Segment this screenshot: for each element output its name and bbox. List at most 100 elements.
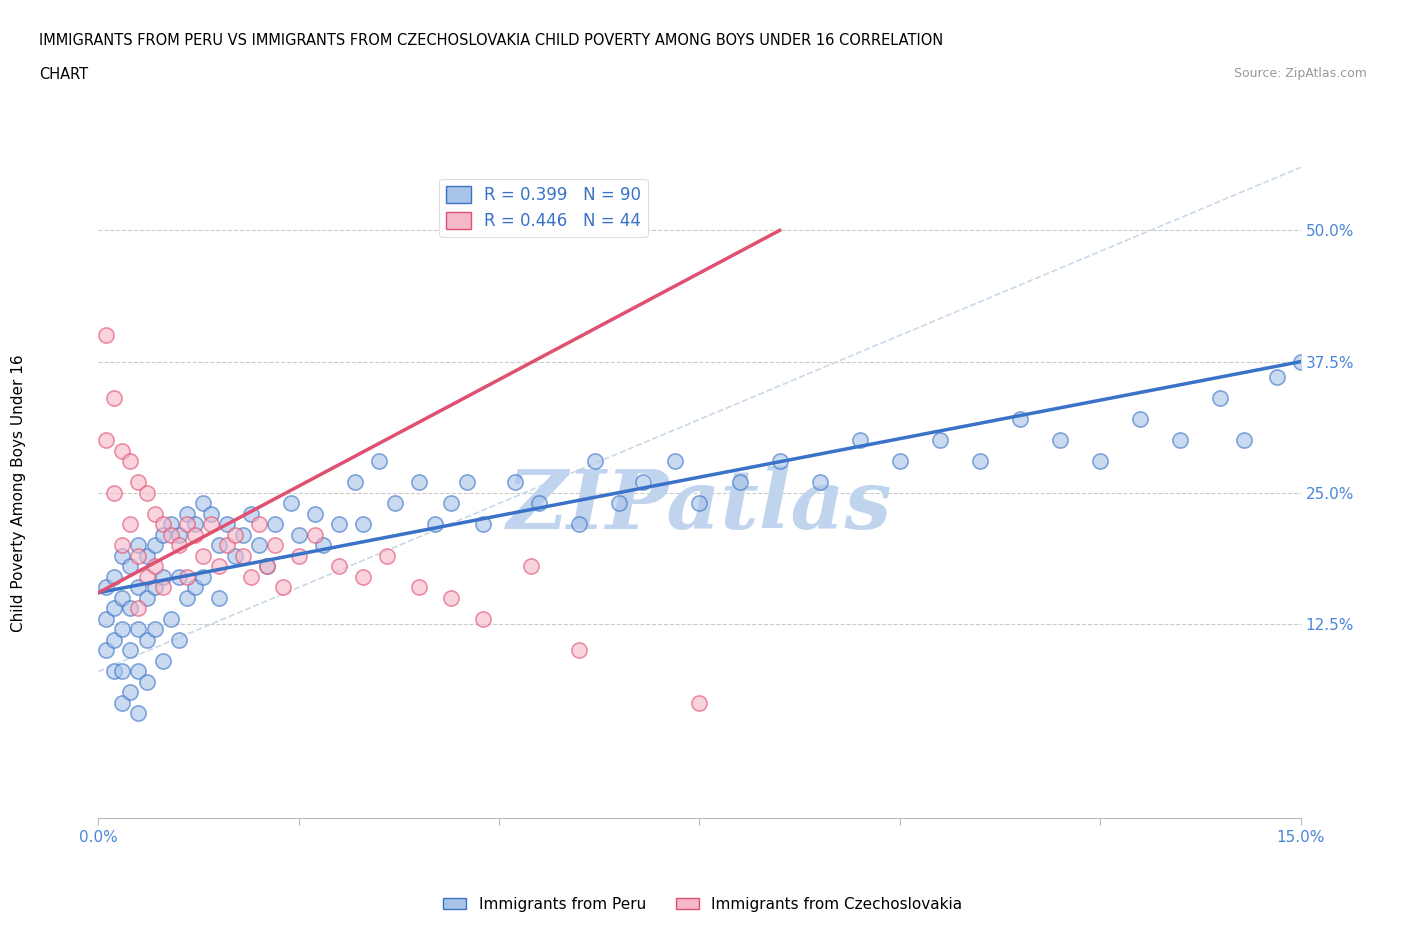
Point (328, 517, 350, 532)
Point (152, 580, 174, 595)
Point (128, 538, 150, 552)
Point (111, 591, 134, 605)
Point (929, 433, 952, 448)
Point (143, 580, 166, 595)
Point (143, 507, 166, 522)
Point (215, 538, 238, 552)
Point (183, 527, 205, 542)
Point (263, 517, 285, 532)
Point (280, 496, 302, 511)
Point (111, 664, 134, 679)
Point (239, 569, 262, 584)
Point (633, 475, 655, 490)
Point (111, 538, 134, 552)
Point (128, 664, 150, 679)
Point (423, 517, 446, 532)
Point (143, 622, 166, 637)
Point (247, 517, 270, 532)
Point (111, 444, 134, 458)
Point (96, 611, 118, 626)
Point (96, 433, 118, 448)
Point (247, 538, 270, 552)
Point (769, 454, 792, 469)
Point (191, 569, 214, 584)
Point (208, 538, 231, 552)
Point (256, 559, 278, 574)
Point (1209, 391, 1232, 405)
Point (200, 507, 222, 522)
Point (520, 559, 543, 574)
Text: ZIPatlas: ZIPatlas (506, 466, 893, 546)
Point (343, 475, 366, 490)
Point (111, 549, 134, 564)
Point (135, 549, 157, 564)
Point (1265, 370, 1288, 385)
Point (1049, 433, 1071, 448)
Point (96, 580, 118, 595)
Point (152, 569, 174, 584)
Point (183, 517, 205, 532)
Point (689, 696, 711, 711)
Point (849, 433, 872, 448)
Point (103, 632, 125, 647)
Point (103, 569, 125, 584)
Point (135, 569, 157, 584)
Point (120, 454, 142, 469)
Point (167, 569, 190, 584)
Point (159, 527, 181, 542)
Point (352, 517, 374, 532)
Point (135, 632, 157, 647)
Point (1170, 433, 1192, 448)
Point (159, 517, 181, 532)
Point (689, 496, 711, 511)
Point (135, 591, 157, 605)
Point (239, 507, 262, 522)
Point (472, 517, 495, 532)
Point (224, 527, 246, 542)
Point (128, 601, 150, 616)
Point (503, 475, 526, 490)
Point (200, 517, 222, 532)
Point (384, 496, 406, 511)
Point (159, 611, 181, 626)
Point (1010, 412, 1032, 427)
Point (1233, 433, 1256, 448)
Legend: R = 0.399   N = 90, R = 0.446   N = 44: R = 0.399 N = 90, R = 0.446 N = 44 (439, 179, 648, 237)
Point (408, 580, 430, 595)
Text: Source: ZipAtlas.com: Source: ZipAtlas.com (1233, 67, 1367, 80)
Point (120, 601, 142, 616)
Point (176, 591, 198, 605)
Point (529, 496, 551, 511)
Point (312, 538, 335, 552)
Point (808, 475, 831, 490)
Point (135, 485, 157, 500)
Point (96, 328, 118, 343)
Point (120, 685, 142, 700)
Point (103, 485, 125, 500)
Point (103, 664, 125, 679)
Point (352, 569, 374, 584)
Point (143, 538, 166, 552)
Text: IMMIGRANTS FROM PERU VS IMMIGRANTS FROM CZECHOSLOVAKIA CHILD POVERTY AMONG BOYS : IMMIGRANTS FROM PERU VS IMMIGRANTS FROM … (39, 33, 943, 47)
Point (889, 454, 911, 469)
Point (224, 549, 246, 564)
Point (1088, 454, 1111, 469)
Point (1129, 412, 1152, 427)
Point (111, 696, 134, 711)
Point (263, 538, 285, 552)
Point (120, 559, 142, 574)
Point (128, 549, 150, 564)
Legend: Immigrants from Peru, Immigrants from Czechoslovakia: Immigrants from Peru, Immigrants from Cz… (437, 891, 969, 918)
Point (271, 580, 294, 595)
Point (328, 559, 350, 574)
Point (440, 496, 463, 511)
Point (191, 496, 214, 511)
Point (128, 706, 150, 721)
Point (103, 601, 125, 616)
Point (128, 580, 150, 595)
Point (135, 674, 157, 689)
Point (304, 507, 326, 522)
Point (232, 549, 254, 564)
Point (609, 496, 631, 511)
Text: Child Poverty Among Boys Under 16: Child Poverty Among Boys Under 16 (11, 354, 25, 631)
